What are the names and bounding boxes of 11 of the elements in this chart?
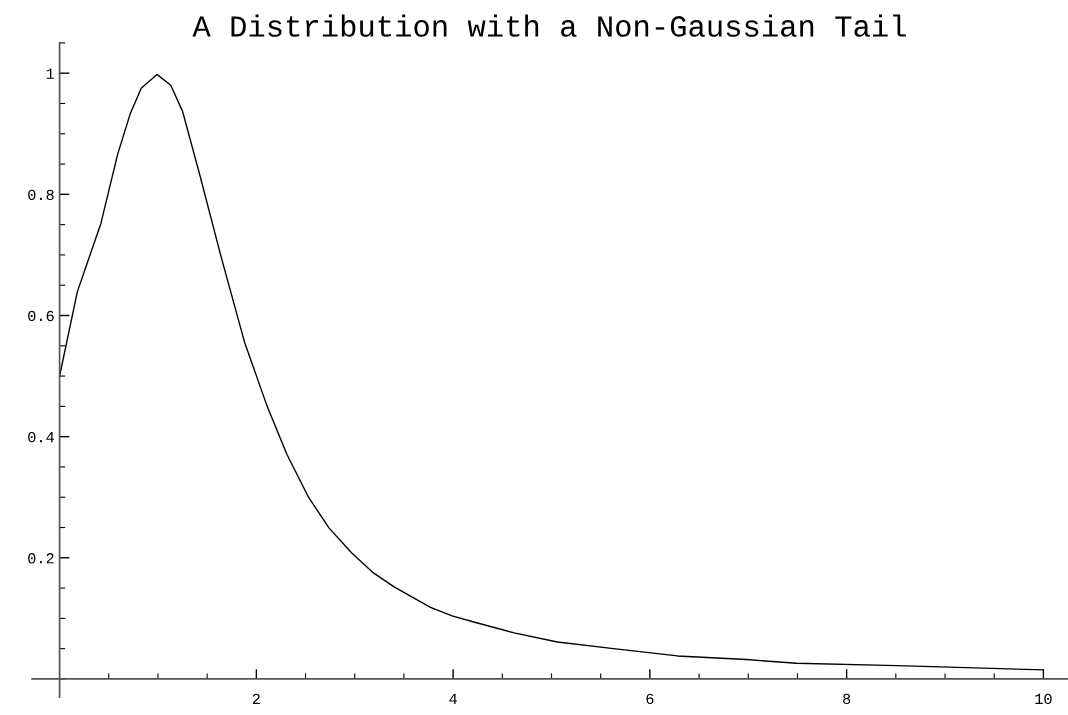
x-tick-label: 10 [1035,693,1052,705]
x-tick-label: 2 [252,693,260,704]
x-tick-label: 8 [843,693,851,705]
y-tick-label: 0.8 [28,189,54,201]
y-tick-label: 0.6 [28,310,54,322]
x-tick-label: 6 [646,693,654,705]
x-tick-label: 4 [449,693,457,704]
y-tick-label: 1 [46,68,54,79]
chart-title: A Distribution with a Non-Gaussian Tail [192,14,906,37]
y-tick-label: 0.4 [28,431,54,443]
y-tick-label: 0.2 [28,553,54,564]
